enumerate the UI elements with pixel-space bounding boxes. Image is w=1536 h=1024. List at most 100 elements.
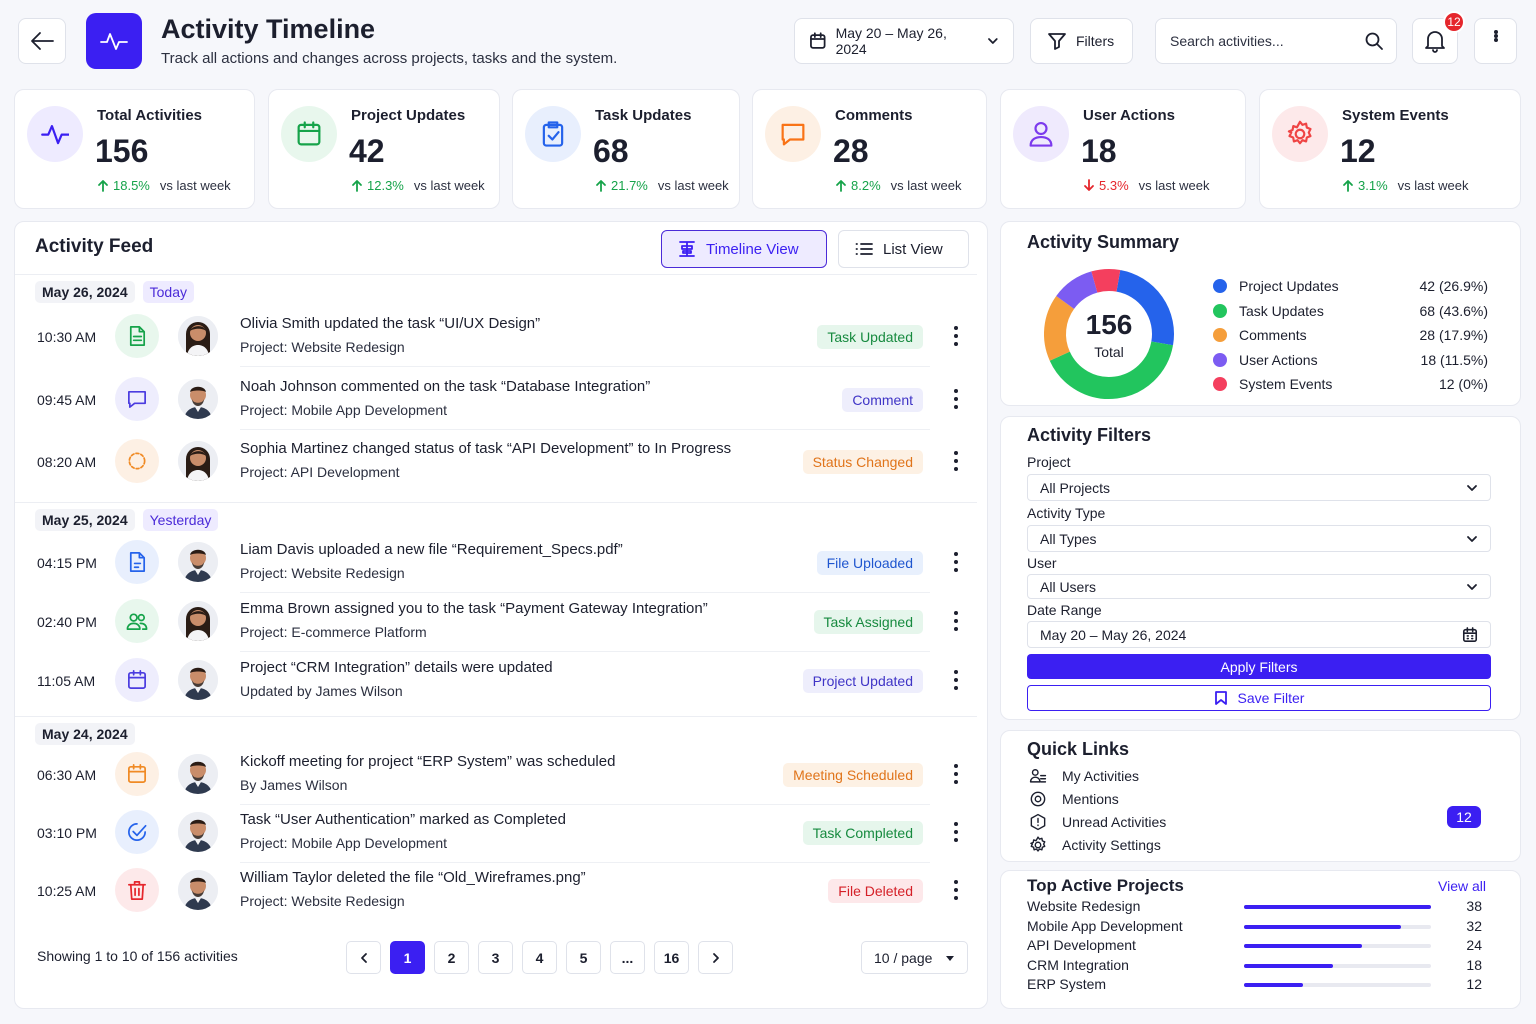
- next-page-button[interactable]: [698, 941, 733, 974]
- activity-item[interactable]: 10:25 AM William Taylor deleted the file…: [15, 861, 975, 921]
- donut-total-value: 156: [1085, 309, 1133, 340]
- search-icon[interactable]: [1364, 31, 1384, 51]
- page-button[interactable]: 4: [522, 941, 557, 974]
- list-view-button[interactable]: List View: [838, 230, 969, 268]
- quick-link[interactable]: My Activities: [1029, 767, 1139, 785]
- project-count: 24: [1466, 937, 1482, 954]
- back-button[interactable]: [18, 18, 66, 64]
- activity-item[interactable]: 03:10 PM Task “User Authentication” mark…: [15, 803, 975, 863]
- top-project-row[interactable]: Website Redesign 38: [1027, 898, 1487, 918]
- activity-type-value: All Types: [1040, 530, 1097, 547]
- quick-link[interactable]: Activity Settings: [1029, 836, 1161, 854]
- stat-compare: vs last week: [890, 178, 962, 193]
- activity-more-icon[interactable]: [949, 819, 963, 845]
- activity-subtitle: By James Wilson: [240, 777, 348, 793]
- legend-label: Comments: [1239, 327, 1307, 344]
- users-icon: [126, 613, 148, 630]
- file-icon: [129, 552, 146, 572]
- activity-type-select[interactable]: All Types: [1027, 525, 1491, 552]
- legend-value: 42 (26.9%): [1419, 278, 1488, 295]
- activity-more-icon[interactable]: [949, 448, 963, 474]
- quick-link[interactable]: Mentions: [1029, 790, 1119, 808]
- activity-more-icon[interactable]: [949, 877, 963, 903]
- apply-filters-button[interactable]: Apply Filters: [1027, 654, 1491, 679]
- caret-down-icon: [946, 955, 954, 961]
- activity-title: Emma Brown assigned you to the task “Pay…: [240, 600, 708, 617]
- activity-item[interactable]: 06:30 AM Kickoff meeting for project “ER…: [15, 745, 975, 805]
- project-name: CRM Integration: [1027, 956, 1129, 973]
- legend-label: User Actions: [1239, 351, 1318, 368]
- activity-item[interactable]: 11:05 AM Project “CRM Integration” detai…: [15, 651, 975, 711]
- activity-more-icon[interactable]: [949, 549, 963, 575]
- activity-subtitle: Project: API Development: [240, 464, 400, 480]
- activity-more-icon[interactable]: [949, 386, 963, 412]
- chevron-down-icon: [988, 38, 998, 44]
- avatar-image: [178, 660, 218, 700]
- stat-value: 42: [349, 133, 385, 169]
- activity-time: 09:45 AM: [37, 392, 97, 408]
- activity-type-icon-wrap: [115, 439, 159, 483]
- spinner-icon: [128, 452, 146, 470]
- stat-label: Total Activities: [97, 107, 203, 124]
- page-button[interactable]: 5: [566, 941, 601, 974]
- activity-title: William Taylor deleted the file “Old_Wir…: [240, 869, 586, 886]
- timeline-view-button[interactable]: Timeline View: [661, 230, 827, 268]
- activity-more-icon[interactable]: [949, 323, 963, 349]
- avatar-image: [178, 812, 218, 852]
- clipboard-check-icon: [542, 121, 564, 147]
- page-button[interactable]: 2: [434, 941, 469, 974]
- notifications-button[interactable]: 12: [1412, 11, 1465, 64]
- page-button[interactable]: 3: [478, 941, 513, 974]
- more-options-button[interactable]: [1474, 18, 1517, 64]
- project-count: 32: [1466, 917, 1482, 934]
- per-page-select[interactable]: 10 / page: [861, 941, 968, 974]
- activity-item[interactable]: 04:15 PM Liam Davis uploaded a new file …: [15, 533, 975, 593]
- quick-links-title: Quick Links: [1027, 739, 1130, 759]
- date-range-picker[interactable]: May 20 – May 26, 2024: [794, 18, 1014, 64]
- notification-badge: 12: [1443, 11, 1465, 33]
- stat-change: 5.3%: [1099, 178, 1129, 193]
- project-select[interactable]: All Projects: [1027, 474, 1491, 501]
- activity-summary-panel: Activity Summary 156 Total Project Updat…: [1000, 221, 1521, 406]
- date-range-input[interactable]: May 20 – May 26, 2024: [1027, 621, 1491, 648]
- user-select-value: All Users: [1040, 578, 1097, 595]
- activity-more-icon[interactable]: [949, 761, 963, 787]
- activity-more-icon[interactable]: [949, 608, 963, 634]
- project-activity-bar: [1244, 924, 1431, 929]
- legend-label: Project Updates: [1239, 278, 1339, 295]
- top-project-row[interactable]: API Development 24: [1027, 937, 1487, 957]
- chevron-down-icon: [1467, 484, 1477, 491]
- prev-page-button[interactable]: [346, 941, 381, 974]
- activity-more-icon[interactable]: [949, 667, 963, 693]
- quick-link[interactable]: Unread Activities: [1029, 813, 1166, 831]
- activity-item[interactable]: 08:20 AM Sophia Martinez changed status …: [15, 432, 975, 492]
- save-filter-button[interactable]: Save Filter: [1027, 685, 1491, 711]
- search-input[interactable]: [1170, 33, 1364, 49]
- view-all-link[interactable]: View all: [1438, 878, 1486, 894]
- project-count: 12: [1466, 976, 1482, 993]
- page-button[interactable]: ...: [610, 941, 645, 974]
- top-project-row[interactable]: Mobile App Development 32: [1027, 918, 1487, 938]
- top-project-row[interactable]: CRM Integration 18: [1027, 957, 1487, 977]
- stat-label: User Actions: [1083, 107, 1175, 124]
- page-button[interactable]: 16: [654, 941, 689, 974]
- stat-compare: vs last week: [159, 178, 231, 193]
- avatar: [178, 812, 218, 852]
- user-select[interactable]: All Users: [1027, 574, 1491, 599]
- quick-links-panel: Quick Links My Activities Mentions Unrea…: [1000, 730, 1521, 862]
- legend-swatch: [1213, 279, 1227, 294]
- quick-link-label: Unread Activities: [1062, 814, 1167, 830]
- activity-item[interactable]: 10:30 AM Olivia Smith updated the task “…: [15, 307, 975, 367]
- top-project-row[interactable]: ERP System 12: [1027, 976, 1487, 996]
- activity-item[interactable]: 02:40 PM Emma Brown assigned you to the …: [15, 592, 975, 652]
- activity-item[interactable]: 09:45 AM Noah Johnson commented on the t…: [15, 370, 975, 430]
- pagination: 1 2 3 4 5... 16: [346, 941, 733, 974]
- activity-subtitle: Project: Mobile App Development: [240, 402, 447, 418]
- chevron-right-icon: [712, 952, 719, 963]
- stat-label: Comments: [835, 107, 913, 124]
- calendar-icon: [810, 32, 826, 49]
- page-button[interactable]: 1: [390, 941, 425, 974]
- timeline-view-label: Timeline View: [706, 240, 799, 258]
- calendar-icon: [297, 121, 321, 146]
- filters-button[interactable]: Filters: [1030, 18, 1133, 64]
